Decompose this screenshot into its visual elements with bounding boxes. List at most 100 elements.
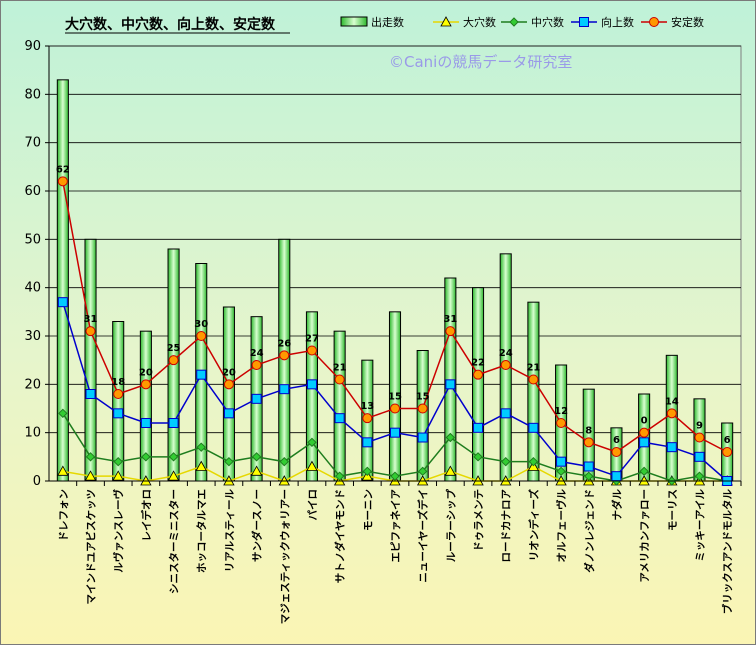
marker-安定数 (556, 418, 567, 428)
marker-中穴数 (694, 471, 705, 481)
y-tick-label: 20 (24, 377, 41, 392)
marker-安定数 (445, 326, 456, 337)
marker-安定数 (306, 345, 317, 356)
marker-中穴数 (639, 466, 649, 477)
marker-中穴数 (113, 456, 123, 467)
data-label-安定数: 27 (305, 334, 319, 345)
marker-向上数 (473, 422, 484, 433)
marker-向上数 (694, 451, 705, 462)
marker-向上数 (528, 422, 539, 433)
category-label: パイロ (307, 489, 319, 521)
data-label-安定数: 31 (84, 314, 98, 325)
data-label-安定数: 6 (724, 435, 731, 446)
chart-title: 大穴数、中穴数、向上数、安定数 (65, 16, 276, 33)
marker-大穴数 (250, 465, 263, 476)
category-label: ミッキーアイル (694, 489, 706, 562)
category-label: アメリカンファロー (639, 489, 651, 583)
marker-安定数 (57, 176, 68, 187)
bar-出走数 (222, 306, 235, 482)
y-tick-label: 30 (24, 329, 41, 344)
marker-安定数 (168, 355, 179, 366)
marker-中穴数 (141, 452, 151, 462)
data-label-安定数: 20 (222, 367, 236, 378)
marker-安定数 (722, 447, 733, 457)
marker-向上数 (583, 461, 594, 472)
marker-安定数 (196, 331, 207, 341)
marker-中穴数 (196, 442, 206, 452)
marker-安定数 (611, 447, 622, 457)
marker-中穴数 (85, 452, 96, 462)
marker-向上数 (666, 442, 677, 453)
marker-中穴数 (473, 452, 483, 462)
data-label-安定数: 6 (613, 435, 620, 446)
y-tick-label: 40 (24, 281, 41, 296)
data-label-安定数: 15 (416, 392, 430, 403)
data-label-安定数: 24 (250, 348, 264, 359)
marker-中穴数 (251, 452, 262, 462)
legend-label-中穴数: 中穴数 (531, 15, 564, 29)
marker-向上数 (223, 408, 234, 419)
marker-安定数 (694, 432, 705, 443)
marker-安定数 (362, 413, 373, 424)
category-label: リオンディーズ (527, 489, 540, 562)
category-label: サトノダイヤモンド (334, 489, 347, 583)
marker-安定数 (113, 389, 124, 399)
marker-向上数 (57, 297, 68, 308)
category-label: ホッコータルマエ (196, 489, 208, 573)
data-label-安定数: 13 (360, 401, 374, 412)
marker-向上数 (279, 384, 290, 395)
legend-label-向上数: 向上数 (601, 15, 634, 29)
marker-安定数 (528, 374, 539, 385)
data-label-安定数: 0 (641, 416, 648, 427)
watermark-text: ©Caniの競馬データ研究室 (389, 53, 572, 71)
marker-安定数 (334, 374, 345, 385)
data-label-安定数: 30 (194, 319, 208, 330)
y-tick-label: 80 (24, 87, 41, 102)
bar-出走数 (333, 330, 346, 482)
data-label-安定数: 62 (56, 164, 70, 175)
data-label-安定数: 25 (167, 343, 181, 354)
category-label: ドレフォン (58, 489, 70, 542)
marker-安定数 (666, 408, 677, 419)
marker-安定数 (639, 427, 650, 438)
y-tick-label: 0 (33, 474, 41, 489)
marker-中穴数 (501, 456, 511, 467)
data-label-安定数: 15 (388, 392, 402, 403)
marker-大穴数 (444, 465, 457, 476)
category-label: リアルスティール (224, 489, 236, 573)
marker-向上数 (639, 437, 650, 448)
marker-向上数 (113, 408, 124, 419)
marker-向上数 (196, 369, 207, 380)
data-label-安定数: 14 (665, 396, 679, 407)
category-label: ルーラーシップ (444, 489, 457, 563)
marker-大穴数 (195, 460, 207, 471)
marker-中穴数 (334, 471, 345, 481)
marker-大穴数 (306, 460, 318, 471)
marker-安定数 (417, 403, 428, 414)
category-label: ニューイヤーズデイ (417, 489, 430, 583)
marker-大穴数 (57, 465, 69, 476)
marker-向上数 (306, 379, 317, 390)
category-label: ルヴァンスレーヴ (112, 489, 125, 573)
marker-中穴数 (528, 456, 539, 467)
marker-安定数 (500, 360, 511, 370)
marker-向上数 (85, 389, 96, 399)
marker-中穴数 (556, 466, 566, 477)
marker-中穴数 (168, 452, 179, 462)
legend-label-出走数: 出走数 (371, 15, 404, 29)
category-label: オルフェーヴル (555, 489, 568, 563)
marker-中穴数 (445, 432, 456, 443)
category-label: レイデオロ (140, 489, 153, 542)
marker-中穴数 (307, 437, 317, 448)
legend-marker-大穴数 (440, 16, 452, 27)
data-label-安定数: 8 (585, 425, 592, 436)
marker-大穴数 (112, 470, 124, 481)
marker-向上数 (334, 413, 345, 424)
marker-向上数 (168, 418, 179, 428)
marker-中穴数 (390, 471, 400, 481)
bar-出走数 (416, 350, 429, 482)
marker-安定数 (390, 403, 400, 414)
